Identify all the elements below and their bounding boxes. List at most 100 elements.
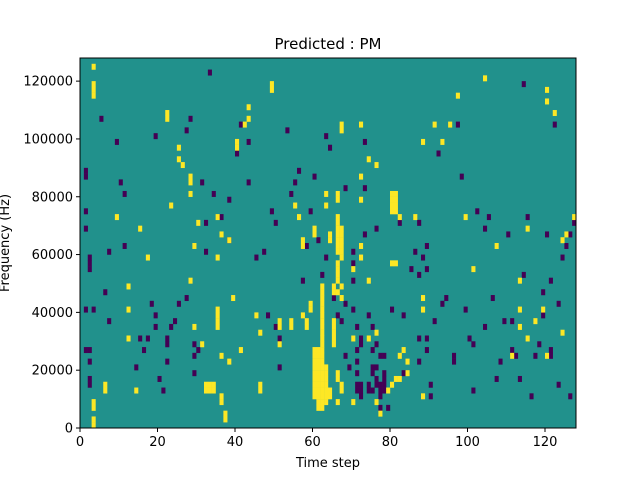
heatmap-cell-high [320,289,325,296]
heatmap-cell-low [355,323,360,330]
heatmap-cell-low [471,387,476,394]
heatmap-cell-low [118,179,123,186]
heatmap-cell-high [316,399,321,406]
heatmap-cell-low [521,81,526,88]
heatmap-cell-high [269,86,274,93]
heatmap-cell-high [421,306,426,313]
heatmap-cell-low [510,318,515,325]
heatmap-cell-high [316,381,321,388]
heatmap-cell-high [335,196,340,203]
heatmap-cell-low [572,219,577,226]
heatmap-cell-high [91,404,96,411]
heatmap-cell-high [359,121,364,128]
heatmap-cell-low [138,335,143,342]
heatmap-cell-low [211,190,216,197]
heatmap-cell-high [320,358,325,365]
heatmap-cell-high [421,138,426,145]
heatmap-cell-low [382,352,387,359]
heatmap-cell-high [324,381,329,388]
heatmap-cell-low [324,133,329,140]
heatmap-cell-high [405,370,410,377]
heatmap-cell-high [126,335,131,342]
heatmap-cell-high [390,196,395,203]
heatmap-cell-low [273,219,278,226]
heatmap-cell-high [448,121,453,128]
heatmap-cell-low [297,167,302,174]
heatmap-cell-high [277,318,282,325]
heatmap-cell-low [382,370,387,377]
heatmap-cell-high [308,306,313,313]
heatmap-cell-high [393,190,398,197]
heatmap-cell-high [312,370,317,377]
heatmap-cell-high [335,248,340,255]
heatmap-cell-high [366,335,371,342]
heatmap-cell-high [359,254,364,261]
heatmap-cell-high [134,387,139,394]
heatmap-cell-high [331,329,336,336]
heatmap-cell-low [378,352,383,359]
y-tick-label: 40000 [32,306,73,321]
heatmap-cell-high [339,231,344,238]
heatmap-cell-high [320,283,325,290]
heatmap-cell-low [103,289,108,296]
heatmap-cell-high [405,358,410,365]
heatmap-cell-low [417,335,422,342]
heatmap-cell-high [227,237,232,244]
heatmap-cell-high [316,347,321,354]
heatmap-cell-high [188,179,193,186]
heatmap-cell-high [242,121,247,128]
heatmap-cell-low [556,300,561,307]
heatmap-cell-high [324,387,329,394]
heatmap-cell-high [215,312,220,319]
heatmap-cell-low [444,295,449,302]
heatmap-cell-low [366,387,371,394]
heatmap-cell-high [300,243,305,249]
heatmap-cell-low [184,295,189,302]
heatmap-cells [83,63,577,429]
heatmap-cell-low [246,179,251,186]
heatmap-cell-high [374,329,379,336]
heatmap-cell-high [320,375,325,382]
heatmap-cell-high [335,266,340,273]
heatmap-cell-high [312,381,317,388]
heatmap-cell-high [320,318,325,325]
heatmap-cell-low [83,225,88,232]
heatmap-cell-low [556,381,561,388]
heatmap-cell-high [525,225,530,232]
heatmap-cell-low [483,323,488,330]
heatmap-cell-high [293,202,298,209]
heatmap-cell-high [312,225,317,232]
heatmap-cell-low [374,381,379,388]
heatmap-cell-low [409,266,414,273]
heatmap-cell-high [541,306,546,313]
heatmap-cell-low [161,387,166,394]
heatmap-cell-high [335,190,340,197]
heatmap-cell-low [355,358,360,365]
heatmap-cell-low [200,179,205,186]
heatmap-cell-low [87,375,92,382]
heatmap-cell-low [514,352,519,359]
heatmap-cell-low [564,243,569,249]
heatmap-cell-high [339,121,344,128]
heatmap-cell-high [312,231,317,238]
heatmap-cell-high [312,352,317,359]
heatmap-cell-high [204,381,209,388]
heatmap-cell-high [316,352,321,359]
heatmap-cell-low [374,375,379,382]
heatmap-cell-high [335,231,340,238]
heatmap-cell-low [83,347,88,354]
heatmap-cell-high [289,323,294,330]
heatmap-cell-high [320,347,325,354]
heatmap-cell-high [138,225,143,232]
heatmap-cell-high [176,144,181,151]
heatmap-cell-high [359,173,364,180]
heatmap-cell-high [196,219,201,226]
heatmap-cell-low [463,306,468,313]
heatmap-cell-low [359,341,364,348]
heatmap-cell-high [219,393,224,400]
heatmap-cell-low [304,243,309,249]
heatmap-cell-low [370,370,375,377]
heatmap-cell-low [548,277,553,284]
heatmap-cell-high [277,341,282,348]
heatmap-cell-low [378,393,383,400]
